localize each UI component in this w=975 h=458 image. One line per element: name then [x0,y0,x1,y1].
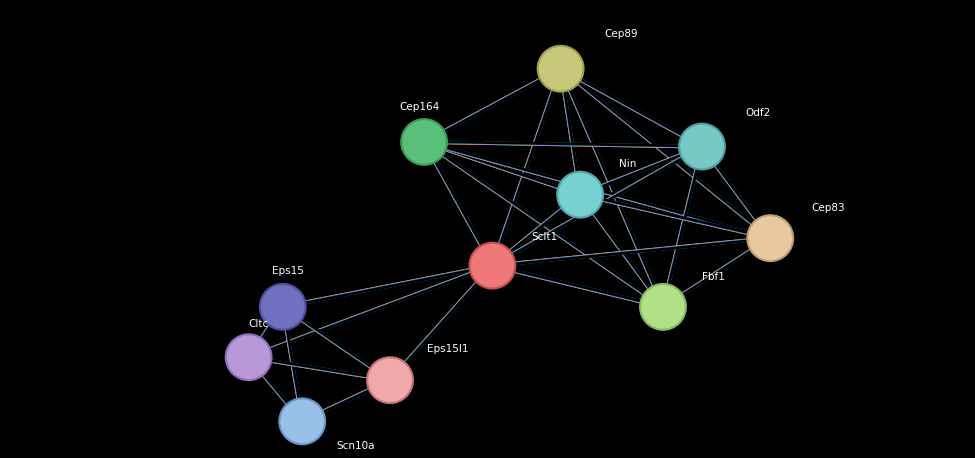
Text: Cep83: Cep83 [811,203,844,213]
Text: Scn10a: Scn10a [336,441,374,451]
Text: Sclt1: Sclt1 [531,232,558,242]
Ellipse shape [260,284,305,330]
Text: Nin: Nin [619,159,637,169]
Text: Cep89: Cep89 [604,29,638,39]
Text: Cep164: Cep164 [399,102,440,112]
Text: Fbf1: Fbf1 [702,272,724,282]
Ellipse shape [402,119,447,165]
Ellipse shape [680,124,724,169]
Ellipse shape [558,172,603,218]
Text: Odf2: Odf2 [746,108,771,118]
Ellipse shape [748,215,793,261]
Text: Cltc: Cltc [249,319,268,329]
Ellipse shape [280,398,325,444]
Ellipse shape [226,334,271,380]
Ellipse shape [368,357,412,403]
Ellipse shape [470,243,515,289]
Ellipse shape [538,46,583,92]
Text: Eps15: Eps15 [272,266,303,276]
Ellipse shape [641,284,685,330]
Text: Eps15l1: Eps15l1 [427,344,469,354]
